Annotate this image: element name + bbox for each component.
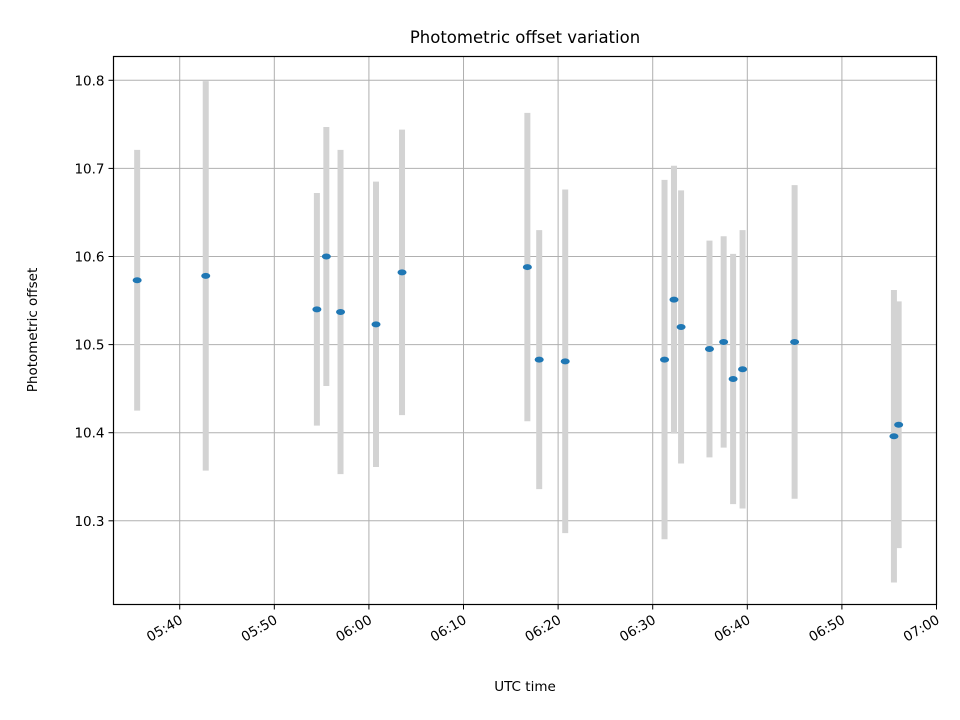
- y-tick-label: 10.7: [74, 161, 104, 177]
- x-tick-label: 06:00: [333, 612, 375, 645]
- data-point: [321, 253, 331, 260]
- data-point: [704, 346, 714, 353]
- data-point: [894, 421, 904, 428]
- data-point: [522, 264, 532, 271]
- x-tick-label: 06:50: [806, 612, 848, 645]
- y-tick-label: 10.8: [74, 73, 104, 89]
- chart-title: Photometric offset variation: [410, 28, 640, 47]
- x-tick-label: 06:20: [522, 612, 564, 645]
- y-tick-label: 10.5: [74, 338, 104, 354]
- errorbar-layer: [134, 81, 902, 583]
- data-point: [312, 306, 322, 313]
- x-tick-label: 07:00: [901, 612, 943, 645]
- data-point: [132, 277, 142, 284]
- data-point: [889, 433, 899, 440]
- y-tick-label: 10.4: [74, 426, 104, 442]
- data-point: [560, 358, 570, 365]
- x-axis-ticks: 05:40 05:50 06:00 06:10 06:20 06:30 06:40 06:50…: [144, 604, 943, 645]
- point-layer: [132, 253, 904, 440]
- data-point: [719, 338, 729, 345]
- data-point: [534, 356, 544, 363]
- y-tick-label: 10.3: [74, 514, 104, 530]
- x-tick-label: 06:30: [617, 612, 659, 645]
- x-axis-label: UTC time: [494, 679, 556, 695]
- y-axis-label: Photometric offset: [25, 268, 41, 392]
- data-point: [676, 323, 686, 330]
- y-axis-ticks: 10.3 10.4 10.5 10.6 10.7 10.8: [74, 73, 114, 530]
- data-point: [201, 272, 211, 279]
- y-tick-label: 10.6: [74, 249, 104, 265]
- data-point: [397, 269, 407, 276]
- plot-frame: [112, 55, 938, 606]
- x-tick-label: 05:40: [144, 612, 186, 645]
- x-tick-label: 05:50: [239, 612, 281, 645]
- x-tick-label: 06:40: [712, 612, 754, 645]
- data-point: [728, 375, 738, 382]
- data-point: [669, 296, 679, 303]
- data-point: [336, 308, 346, 315]
- data-point: [660, 356, 670, 363]
- data-point: [371, 321, 381, 328]
- data-point: [790, 338, 800, 345]
- x-tick-label: 06:10: [428, 612, 470, 645]
- data-point: [738, 366, 748, 373]
